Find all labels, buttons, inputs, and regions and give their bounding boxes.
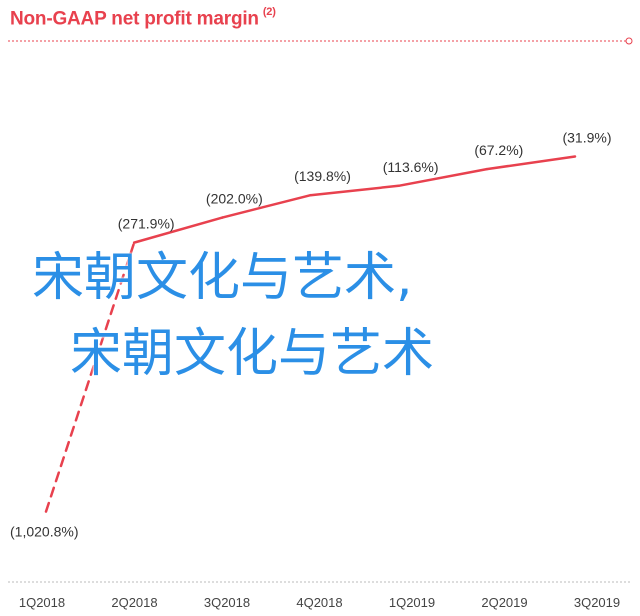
series-segment <box>309 184 400 197</box>
x-tick-label: 2Q2019 <box>481 595 527 610</box>
data-labels: (1,020.8%) (271.9%) (202.0%) (139.8%) (113.6… <box>10 129 612 539</box>
series-segment <box>485 155 577 171</box>
x-tick-label: 1Q2019 <box>389 595 435 610</box>
data-label: (67.2%) <box>474 142 523 158</box>
x-tick-label: 2Q2018 <box>111 595 157 610</box>
x-tick-labels: 1Q2018 2Q2018 3Q2018 4Q2018 1Q2019 2Q2019 3Q20… <box>19 595 620 610</box>
data-label: (139.8%) <box>294 168 351 184</box>
data-label: (31.9%) <box>562 129 611 145</box>
data-label: (1,020.8%) <box>10 524 78 540</box>
title-rule-end <box>625 37 633 45</box>
x-tick-label: 3Q2018 <box>204 595 250 610</box>
series-segment <box>397 167 489 188</box>
chart-title-text: Non-GAAP net profit margin <box>10 8 259 30</box>
x-tick-label: 3Q2019 <box>574 595 620 610</box>
chart-title: Non-GAAP net profit margin (2) <box>10 6 276 30</box>
x-tick-label: 4Q2018 <box>296 595 342 610</box>
x-tick-label: 1Q2018 <box>19 595 65 610</box>
data-label: (202.0%) <box>206 191 263 207</box>
series-segment <box>44 241 136 513</box>
series-segment <box>221 193 312 219</box>
series-segment <box>132 216 224 244</box>
series-line <box>44 155 577 513</box>
title-footnote-marker: (2) <box>262 6 276 18</box>
data-label: (113.6%) <box>383 159 439 175</box>
data-label: (271.9%) <box>118 216 175 232</box>
